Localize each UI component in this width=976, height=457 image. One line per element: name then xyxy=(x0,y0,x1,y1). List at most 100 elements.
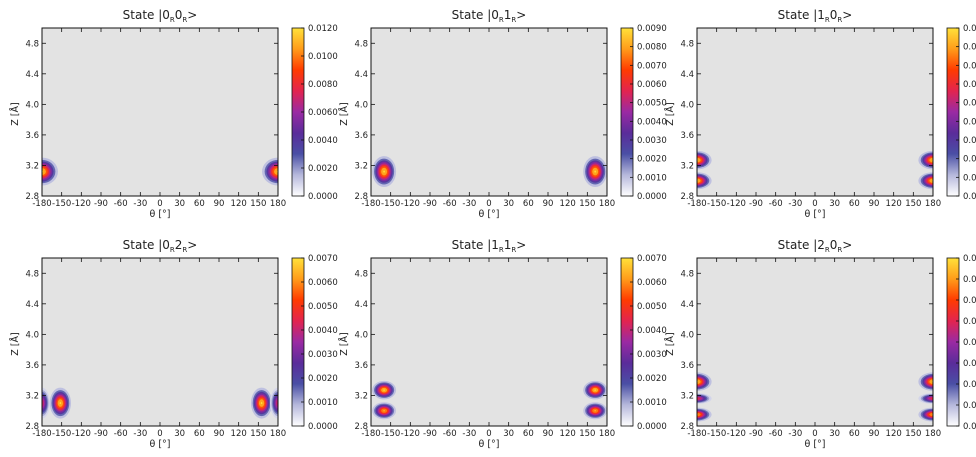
plot-background xyxy=(371,258,607,426)
x-tick-label: 60 xyxy=(194,199,205,209)
y-tick-label: 4.8 xyxy=(680,39,694,49)
colorbar-tick-label: 0.0080 xyxy=(308,80,338,90)
x-tick-label: 120 xyxy=(560,429,576,439)
heatmap-panel: State |1R1R>-180 -150 -120 -90 -60 -30 0 30 60 90… xyxy=(338,238,667,450)
y-tick-label: 2.8 xyxy=(354,192,368,202)
density-peak xyxy=(918,150,933,170)
x-tick-label: -150 xyxy=(707,429,726,439)
density-peak xyxy=(697,150,712,170)
plot-background xyxy=(42,28,278,196)
x-tick-label: 150 xyxy=(250,199,266,209)
x-axis-label: θ [°] xyxy=(150,439,171,450)
y-tick-label: 3.6 xyxy=(25,361,39,371)
x-tick-label: -180 xyxy=(361,199,380,209)
x-tick-label: 180 xyxy=(925,199,941,209)
y-tick-label: 2.8 xyxy=(25,192,39,202)
title-text: 1 xyxy=(504,238,512,252)
colorbar-tick-label: 0.0030 xyxy=(963,136,976,146)
x-tick-label: -90 xyxy=(749,429,763,439)
y-tick-label: 3.2 xyxy=(354,161,368,171)
x-tick-label: -90 xyxy=(94,199,108,209)
colorbar-tick-label: 0.0040 xyxy=(963,338,976,348)
title-text: State |0 xyxy=(452,8,499,22)
x-tick-label: 90 xyxy=(543,429,554,439)
title-ket: > xyxy=(842,238,852,252)
y-tick-label: 3.2 xyxy=(25,161,39,171)
y-tick-label: 3.6 xyxy=(354,131,368,141)
title-text: State |0 xyxy=(123,8,170,22)
title-subscript: R xyxy=(511,246,516,254)
title-subscript: R xyxy=(182,16,187,24)
title-ket: > xyxy=(516,238,526,252)
x-tick-label: -150 xyxy=(381,199,400,209)
title-subscript: R xyxy=(170,246,175,254)
colorbar-tick-label: 0.0060 xyxy=(308,278,338,288)
x-tick-label: -30 xyxy=(462,199,476,209)
y-tick-label: 4.4 xyxy=(25,300,39,310)
colorbar-tick-label: 0.0050 xyxy=(637,99,667,109)
density-peak xyxy=(918,172,933,190)
y-tick-label: 4.0 xyxy=(354,100,368,110)
x-tick-label: 60 xyxy=(523,429,534,439)
y-tick-label: 4.0 xyxy=(25,100,39,110)
panel-title: State |0R0R> xyxy=(123,8,198,24)
y-tick-label: 3.2 xyxy=(354,391,368,401)
colorbar-tick-label: 0.0020 xyxy=(637,155,667,165)
y-tick-label: 4.8 xyxy=(354,269,368,279)
colorbar-tick-label: 0.0020 xyxy=(308,164,338,174)
x-tick-label: 180 xyxy=(925,429,941,439)
colorbar-tick-label: 0.0050 xyxy=(963,99,976,109)
x-tick-label: -90 xyxy=(94,429,108,439)
colorbar-tick-label: 0.0000 xyxy=(963,422,976,432)
y-tick-label: 3.2 xyxy=(680,161,694,171)
y-tick-label: 2.8 xyxy=(354,422,368,432)
y-tick-label: 3.6 xyxy=(680,131,694,141)
colorbar-tick-label: 0.0040 xyxy=(637,326,667,336)
x-tick-label: -90 xyxy=(423,199,437,209)
x-tick-label: 120 xyxy=(231,199,247,209)
title-text: 0 xyxy=(175,8,183,22)
colorbar-tick-label: 0.0000 xyxy=(308,192,338,202)
colorbar-tick-label: 0.0010 xyxy=(963,401,976,411)
colorbar-tick-label: 0.0040 xyxy=(637,117,667,127)
colorbar-tick-label: 0.0010 xyxy=(637,173,667,183)
y-tick-label: 3.6 xyxy=(25,131,39,141)
colorbar-tick-label: 0.0040 xyxy=(308,136,338,146)
x-tick-label: -60 xyxy=(769,429,783,439)
colorbar xyxy=(291,257,305,427)
density-peak xyxy=(583,156,607,188)
colorbar-tick-label: 0.0060 xyxy=(308,108,338,118)
x-tick-label: -150 xyxy=(381,429,400,439)
colorbar-tick-label: 0.0120 xyxy=(308,24,338,34)
title-subscript: R xyxy=(825,16,830,24)
y-axis-label: Z [Å] xyxy=(664,332,676,355)
density-peak xyxy=(49,387,71,419)
colorbar xyxy=(620,27,634,197)
x-tick-label: 30 xyxy=(829,199,840,209)
colorbar-tick-label: 0.0030 xyxy=(963,359,976,369)
density-peak xyxy=(583,402,607,420)
title-text: 0 xyxy=(830,8,838,22)
y-tick-label: 4.0 xyxy=(354,330,368,340)
y-tick-label: 3.2 xyxy=(680,391,694,401)
x-tick-label: -150 xyxy=(52,199,71,209)
x-tick-label: 60 xyxy=(194,429,205,439)
title-subscript: R xyxy=(837,16,842,24)
colorbar-tick-label: 0.0020 xyxy=(963,155,976,165)
panel-title: State |2R0R> xyxy=(778,238,853,254)
colorbar-tick-label: 0.0100 xyxy=(308,52,338,62)
colorbar-tick-label: 0.0070 xyxy=(637,61,667,71)
x-tick-label: 90 xyxy=(543,199,554,209)
x-tick-label: -180 xyxy=(687,199,706,209)
title-subscript: R xyxy=(825,246,830,254)
panel-title: State |0R1R> xyxy=(452,8,527,24)
x-tick-label: 90 xyxy=(869,429,880,439)
colorbar-tick-label: 0.0060 xyxy=(963,296,976,306)
colorbar-tick-label: 0.0070 xyxy=(637,254,667,264)
title-subscript: R xyxy=(170,16,175,24)
x-tick-label: 0 xyxy=(486,199,491,209)
colorbar-tick-label: 0.0050 xyxy=(308,302,338,312)
colorbar-tick-label: 0.0000 xyxy=(308,422,338,432)
panel-title: State |1R1R> xyxy=(452,238,527,254)
density-peak xyxy=(918,393,933,404)
